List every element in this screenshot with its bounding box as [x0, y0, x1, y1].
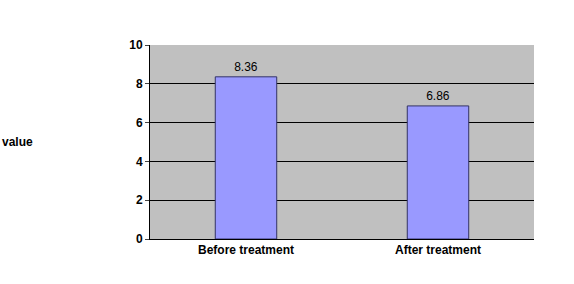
svg-text:0: 0: [136, 232, 143, 246]
svg-text:10: 10: [129, 38, 143, 52]
svg-text:8: 8: [136, 77, 143, 91]
svg-text:2: 2: [136, 193, 143, 207]
svg-text:8.36: 8.36: [234, 60, 258, 74]
svg-text:After treatment: After treatment: [395, 243, 481, 257]
svg-text:SBE value: SBE value: [0, 135, 33, 149]
svg-text:Before treatment: Before treatment: [198, 243, 294, 257]
svg-text:4: 4: [136, 155, 143, 169]
svg-text:6: 6: [136, 116, 143, 130]
svg-text:6.86: 6.86: [426, 89, 450, 103]
